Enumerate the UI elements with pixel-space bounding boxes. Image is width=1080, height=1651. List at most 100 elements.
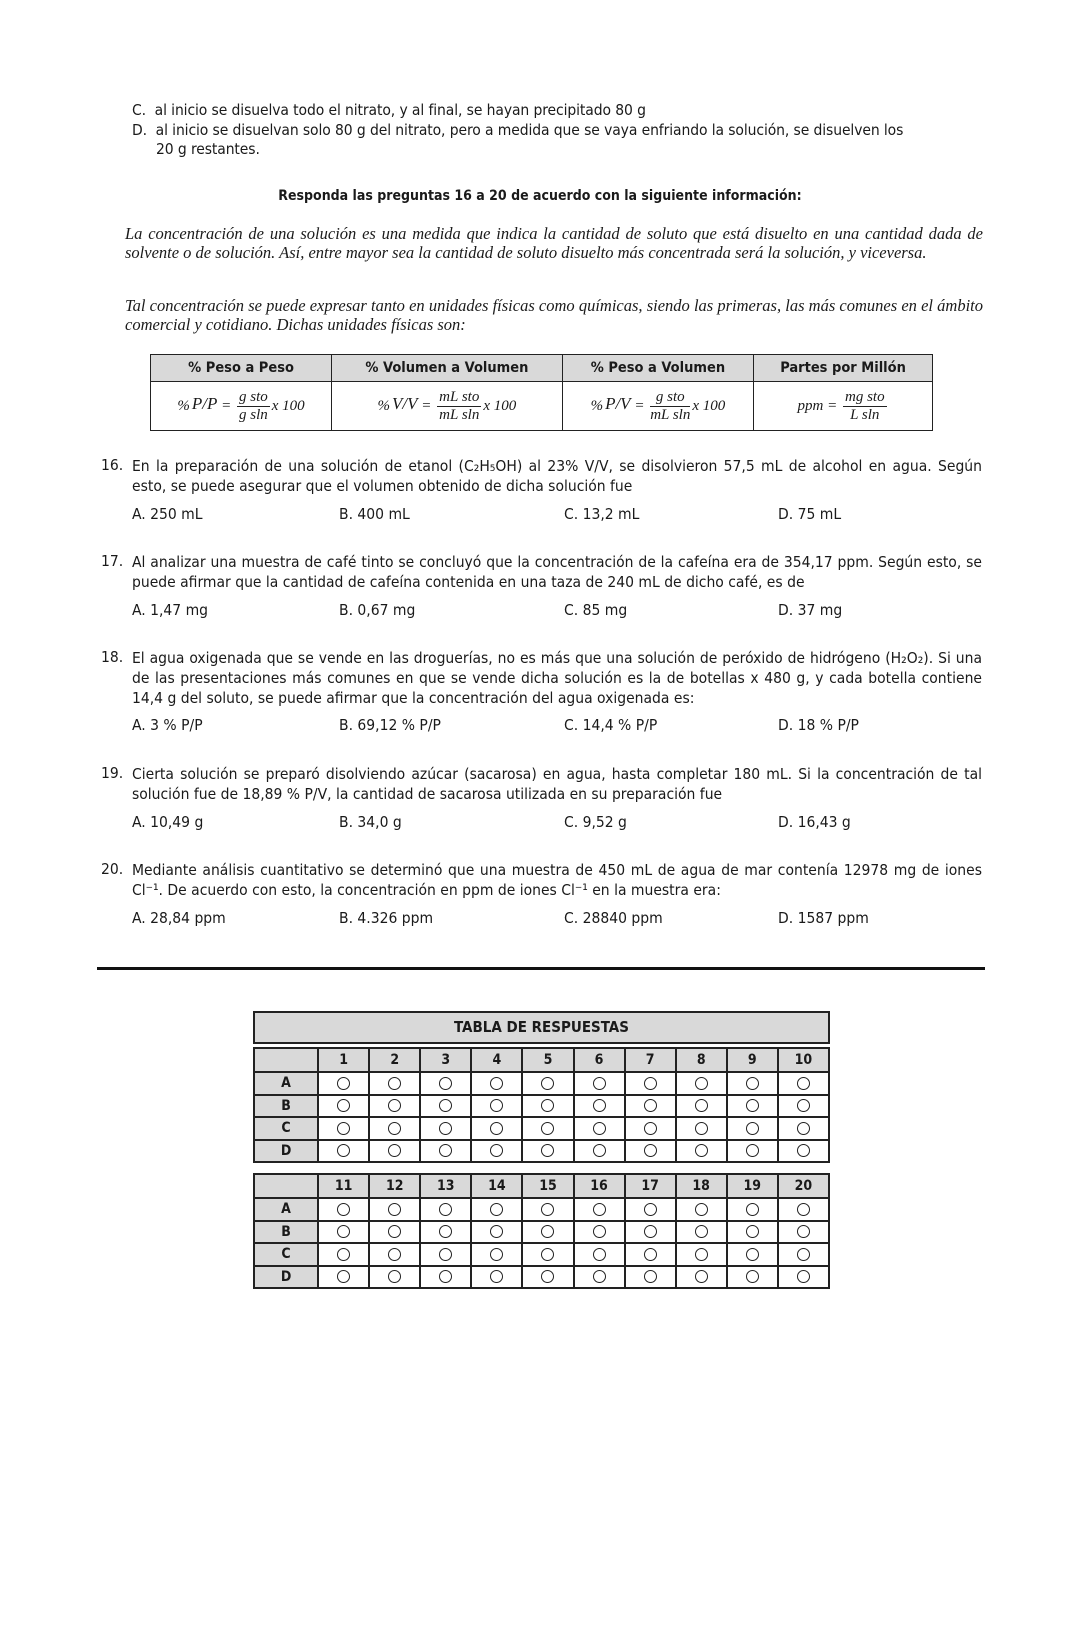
empty-circle-icon[interactable] [643, 1099, 657, 1113]
empty-circle-icon[interactable] [439, 1144, 453, 1158]
bubble-cell[interactable] [521, 1071, 575, 1096]
empty-circle-icon[interactable] [490, 1099, 504, 1113]
bubble-cell[interactable] [776, 1071, 831, 1096]
bubble-cell[interactable] [776, 1197, 831, 1222]
empty-circle-icon[interactable] [388, 1076, 402, 1090]
bubble-cell[interactable] [674, 1138, 728, 1163]
bubble-cell[interactable] [470, 1116, 524, 1141]
bubble-cell[interactable] [470, 1071, 524, 1096]
empty-circle-icon[interactable] [694, 1247, 708, 1261]
bubble-cell[interactable] [368, 1093, 422, 1118]
bubble-cell[interactable] [368, 1242, 422, 1267]
empty-circle-icon[interactable] [796, 1247, 810, 1261]
empty-circle-icon[interactable] [388, 1202, 402, 1216]
empty-circle-icon[interactable] [745, 1099, 759, 1113]
bubble-cell[interactable] [572, 1219, 626, 1244]
bubble-cell[interactable] [674, 1264, 728, 1289]
empty-circle-icon[interactable] [745, 1202, 759, 1216]
bubble-cell[interactable] [368, 1116, 422, 1141]
bubble-cell[interactable] [317, 1264, 371, 1289]
bubble-cell[interactable] [368, 1071, 422, 1096]
bubble-cell[interactable] [572, 1116, 626, 1141]
empty-circle-icon[interactable] [643, 1076, 657, 1090]
empty-circle-icon[interactable] [745, 1144, 759, 1158]
empty-circle-icon[interactable] [745, 1247, 759, 1261]
empty-circle-icon[interactable] [796, 1225, 810, 1239]
empty-circle-icon[interactable] [388, 1270, 402, 1284]
bubble-cell[interactable] [572, 1264, 626, 1289]
empty-circle-icon[interactable] [796, 1202, 810, 1216]
empty-circle-icon[interactable] [592, 1247, 606, 1261]
empty-circle-icon[interactable] [643, 1144, 657, 1158]
bubble-cell[interactable] [572, 1138, 626, 1163]
bubble-cell[interactable] [623, 1093, 677, 1118]
empty-circle-icon[interactable] [592, 1121, 606, 1135]
bubble-cell[interactable] [419, 1219, 473, 1244]
bubble-cell[interactable] [674, 1197, 728, 1222]
bubble-cell[interactable] [623, 1219, 677, 1244]
empty-circle-icon[interactable] [796, 1121, 810, 1135]
empty-circle-icon[interactable] [490, 1202, 504, 1216]
bubble-cell[interactable] [521, 1264, 575, 1289]
bubble-cell[interactable] [725, 1116, 779, 1141]
bubble-cell[interactable] [470, 1219, 524, 1244]
empty-circle-icon[interactable] [388, 1225, 402, 1239]
bubble-cell[interactable] [317, 1093, 371, 1118]
bubble-cell[interactable] [419, 1197, 473, 1222]
bubble-cell[interactable] [419, 1242, 473, 1267]
bubble-cell[interactable] [521, 1219, 575, 1244]
empty-circle-icon[interactable] [439, 1247, 453, 1261]
empty-circle-icon[interactable] [592, 1202, 606, 1216]
bubble-cell[interactable] [521, 1093, 575, 1118]
bubble-cell[interactable] [521, 1242, 575, 1267]
bubble-cell[interactable] [317, 1197, 371, 1222]
empty-circle-icon[interactable] [694, 1076, 708, 1090]
empty-circle-icon[interactable] [388, 1099, 402, 1113]
bubble-cell[interactable] [674, 1116, 728, 1141]
empty-circle-icon[interactable] [745, 1121, 759, 1135]
bubble-cell[interactable] [317, 1242, 371, 1267]
empty-circle-icon[interactable] [796, 1144, 810, 1158]
bubble-cell[interactable] [725, 1264, 779, 1289]
empty-circle-icon[interactable] [796, 1099, 810, 1113]
bubble-cell[interactable] [521, 1116, 575, 1141]
bubble-cell[interactable] [776, 1116, 831, 1141]
empty-circle-icon[interactable] [388, 1121, 402, 1135]
empty-circle-icon[interactable] [796, 1076, 810, 1090]
empty-circle-icon[interactable] [643, 1202, 657, 1216]
bubble-cell[interactable] [674, 1071, 728, 1096]
empty-circle-icon[interactable] [541, 1076, 555, 1090]
empty-circle-icon[interactable] [541, 1099, 555, 1113]
bubble-cell[interactable] [674, 1242, 728, 1267]
empty-circle-icon[interactable] [439, 1121, 453, 1135]
empty-circle-icon[interactable] [541, 1202, 555, 1216]
empty-circle-icon[interactable] [337, 1247, 351, 1261]
empty-circle-icon[interactable] [388, 1247, 402, 1261]
empty-circle-icon[interactable] [439, 1076, 453, 1090]
bubble-cell[interactable] [368, 1264, 422, 1289]
empty-circle-icon[interactable] [541, 1270, 555, 1284]
bubble-cell[interactable] [572, 1197, 626, 1222]
bubble-cell[interactable] [725, 1197, 779, 1222]
bubble-cell[interactable] [470, 1197, 524, 1222]
empty-circle-icon[interactable] [439, 1202, 453, 1216]
empty-circle-icon[interactable] [694, 1225, 708, 1239]
empty-circle-icon[interactable] [643, 1121, 657, 1135]
bubble-cell[interactable] [368, 1138, 422, 1163]
bubble-cell[interactable] [776, 1219, 831, 1244]
bubble-cell[interactable] [725, 1242, 779, 1267]
bubble-cell[interactable] [776, 1242, 831, 1267]
empty-circle-icon[interactable] [541, 1144, 555, 1158]
bubble-cell[interactable] [317, 1116, 371, 1141]
bubble-cell[interactable] [674, 1093, 728, 1118]
bubble-cell[interactable] [470, 1138, 524, 1163]
bubble-cell[interactable] [521, 1197, 575, 1222]
empty-circle-icon[interactable] [541, 1225, 555, 1239]
empty-circle-icon[interactable] [643, 1247, 657, 1261]
empty-circle-icon[interactable] [592, 1076, 606, 1090]
empty-circle-icon[interactable] [745, 1225, 759, 1239]
bubble-cell[interactable] [674, 1219, 728, 1244]
bubble-cell[interactable] [623, 1264, 677, 1289]
empty-circle-icon[interactable] [337, 1076, 351, 1090]
empty-circle-icon[interactable] [541, 1247, 555, 1261]
